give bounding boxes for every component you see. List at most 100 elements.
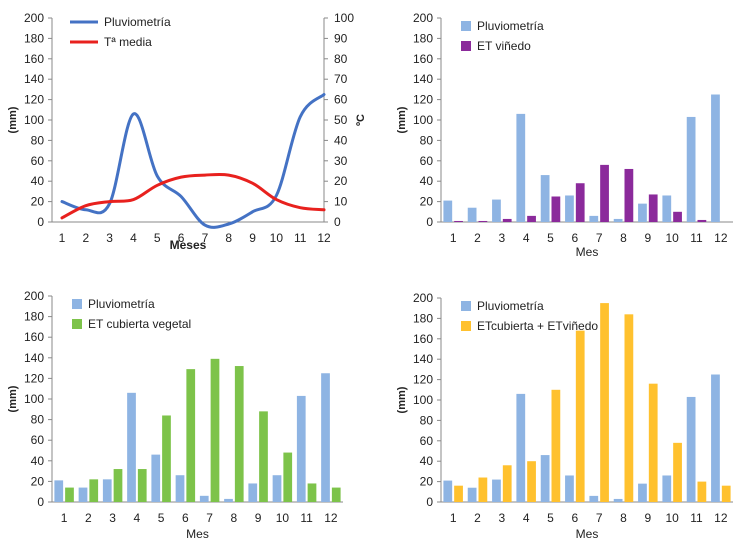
- y-tick-label: 200: [24, 289, 44, 303]
- data-point: [61, 217, 63, 219]
- y-tick-label: 160: [24, 330, 44, 344]
- x-tick-label: 9: [644, 231, 651, 245]
- x-tick-label: 1: [61, 511, 68, 525]
- y2-tick-label: 60: [334, 93, 348, 107]
- bar-2: [478, 220, 488, 222]
- data-point: [156, 184, 159, 187]
- y-tick-label: 80: [31, 133, 45, 147]
- x-tick-label: 5: [154, 231, 161, 245]
- legend-swatch: [461, 41, 471, 51]
- y-tick-label: 60: [31, 433, 45, 447]
- x-tick-label: 6: [571, 231, 578, 245]
- bar-1: [686, 116, 696, 222]
- bar-2: [331, 487, 341, 502]
- bar-1: [516, 113, 526, 222]
- legend-swatch: [461, 301, 471, 311]
- x-tick-label: 3: [106, 231, 113, 245]
- bar-2: [721, 485, 731, 502]
- bar-1: [248, 483, 258, 502]
- legend-label: ET cubierta vegetal: [88, 317, 191, 331]
- bar-2: [502, 218, 512, 222]
- x-tick-label: 2: [85, 511, 92, 525]
- bar-2: [575, 330, 585, 502]
- data-point: [132, 113, 135, 115]
- y-tick-label: 60: [420, 434, 434, 448]
- x-tick-label: 9: [249, 231, 256, 245]
- data-point: [299, 206, 301, 209]
- bar-1: [443, 480, 453, 502]
- legend-label: Tª media: [104, 35, 152, 49]
- y-tick-label: 60: [420, 154, 434, 168]
- y-tick-label: 40: [420, 174, 434, 188]
- series-line-2: [60, 172, 326, 220]
- y-tick-label: 160: [24, 52, 44, 66]
- bar-1: [638, 203, 647, 222]
- y-tick-label: 20: [420, 475, 434, 489]
- x-tick-label: 3: [498, 511, 505, 525]
- bar-1: [589, 215, 599, 222]
- bar-2: [89, 479, 99, 502]
- y-tick-label: 200: [413, 11, 433, 25]
- x-tick-label: 3: [109, 511, 116, 525]
- x-tick-label: 10: [276, 511, 290, 525]
- data-point: [132, 198, 135, 201]
- data-point: [323, 208, 325, 211]
- x-tick-label: 4: [523, 511, 530, 525]
- y-tick-label: 160: [413, 332, 433, 346]
- y-tick-label: 120: [24, 371, 44, 385]
- bar-2: [259, 411, 268, 502]
- bar-2: [648, 194, 658, 222]
- y-tick-label: 0: [426, 215, 433, 229]
- y-tick-label: 140: [413, 72, 433, 86]
- bar-1: [711, 94, 720, 222]
- x-tick-label: 7: [206, 511, 213, 525]
- x-tick-label: 6: [178, 231, 185, 245]
- y2-tick-label: 100: [334, 11, 354, 25]
- bar-2: [65, 487, 74, 502]
- bar-2: [454, 485, 463, 502]
- y-tick-label: 60: [31, 154, 45, 168]
- bar-2: [624, 314, 634, 502]
- bar-2: [673, 211, 682, 222]
- x-tick-label: 4: [523, 231, 530, 245]
- y2-tick-label: 30: [334, 154, 348, 168]
- bar-1: [613, 498, 623, 502]
- y-tick-label: 120: [413, 93, 433, 107]
- x-tick-label: 3: [498, 231, 505, 245]
- x-tick-label: 11: [294, 231, 307, 245]
- data-point: [204, 174, 206, 176]
- bar-1: [711, 374, 720, 502]
- bar-2: [502, 465, 512, 502]
- bar-2: [527, 215, 536, 222]
- y-tick-label: 20: [31, 474, 45, 488]
- y-tick-label: 120: [413, 373, 433, 387]
- bar-1: [443, 200, 453, 222]
- data-point: [251, 211, 254, 213]
- y-tick-label: 40: [420, 454, 434, 468]
- data-point: [299, 116, 301, 118]
- x-tick-label: 8: [225, 231, 232, 245]
- x-tick-label: 1: [59, 231, 66, 245]
- x-tick-label: 12: [714, 231, 728, 245]
- y-tick-label: 0: [37, 495, 44, 509]
- x-tick-label: 8: [620, 231, 627, 245]
- y-tick-label: 200: [24, 11, 44, 25]
- bar-2: [186, 369, 196, 502]
- y-axis-title: (mm): [396, 386, 408, 413]
- x-tick-label: 2: [474, 231, 481, 245]
- legend-label: Pluviometría: [88, 297, 155, 311]
- bar-2: [454, 220, 463, 222]
- y-tick-label: 180: [24, 31, 44, 45]
- data-point: [251, 182, 254, 185]
- bar-1: [540, 455, 550, 502]
- y-tick-label: 20: [31, 195, 45, 209]
- bar-2: [162, 415, 171, 502]
- x-axis-title: Mes: [576, 245, 599, 259]
- y-tick-label: 140: [24, 351, 44, 365]
- bar-1: [467, 207, 477, 222]
- bar-1: [638, 483, 647, 502]
- x-tick-label: 2: [474, 511, 481, 525]
